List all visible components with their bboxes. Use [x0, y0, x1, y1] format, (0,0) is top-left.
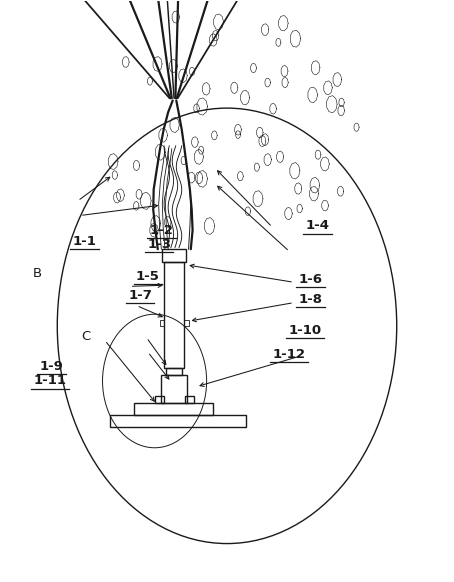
Text: 1-9: 1-9 [39, 360, 63, 373]
Bar [110, 414, 246, 427]
Bar [161, 375, 187, 403]
Text: 1-4: 1-4 [306, 219, 330, 232]
Bar [166, 368, 182, 375]
Text: C: C [81, 330, 90, 343]
Text: B: B [33, 267, 42, 280]
Bar [185, 396, 194, 403]
Bar [184, 320, 189, 326]
Text: 1-11: 1-11 [33, 374, 66, 388]
Bar [154, 396, 163, 403]
Text: 1-10: 1-10 [288, 324, 321, 337]
Text: 1-12: 1-12 [273, 349, 306, 361]
Text: 1-6: 1-6 [299, 273, 323, 286]
Text: 1-8: 1-8 [299, 293, 323, 306]
Text: 1-3: 1-3 [147, 238, 171, 251]
Text: 1-5: 1-5 [136, 270, 160, 283]
Bar [160, 320, 163, 326]
Text: 1-1: 1-1 [73, 235, 96, 248]
Bar [162, 249, 186, 262]
Text: 1-2: 1-2 [149, 223, 173, 236]
Bar [163, 262, 184, 368]
Bar [134, 403, 213, 414]
Text: 1-7: 1-7 [128, 289, 152, 302]
